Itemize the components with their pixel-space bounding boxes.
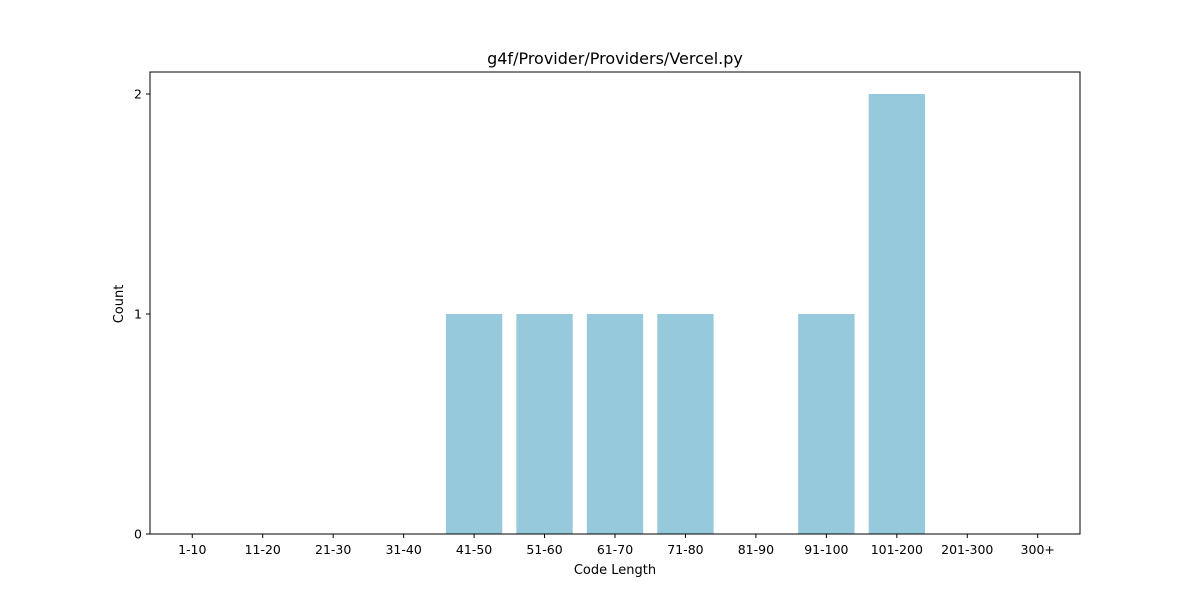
x-tick-label: 51-60 <box>526 542 562 557</box>
bar-71-80 <box>657 314 714 534</box>
bar-51-60 <box>516 314 573 534</box>
x-tick-label: 201-300 <box>941 542 993 557</box>
x-tick-label: 71-80 <box>667 542 703 557</box>
bar-41-50 <box>445 314 503 534</box>
x-axis-label: Code Length <box>574 563 656 578</box>
bar-91-100 <box>798 314 855 534</box>
x-tick-label: 1-10 <box>178 542 206 557</box>
x-tick-label: 31-40 <box>385 542 421 557</box>
y-tick-label: 2 <box>134 87 142 102</box>
x-tick-label: 21-30 <box>315 542 351 557</box>
bar-101-200 <box>868 94 925 534</box>
y-tick-label: 0 <box>134 527 142 542</box>
y-tick-label: 1 <box>134 307 142 322</box>
y-axis-ticks: 0 1 2 <box>134 87 150 542</box>
plot-area-frame <box>149 71 1081 535</box>
x-tick-label: 41-50 <box>456 542 492 557</box>
x-axis-ticks: 1-10 11-20 21-30 31-40 41-50 51-60 61-70 71-80 8… <box>178 534 1055 557</box>
x-tick-label: 101-200 <box>871 542 923 557</box>
y-axis-label: Count <box>112 285 127 324</box>
x-tick-label: 81-90 <box>738 542 774 557</box>
x-tick-label: 61-70 <box>597 542 633 557</box>
chart-title: g4f/Provider/Providers/Vercel.py <box>487 49 743 68</box>
x-tick-label: 11-20 <box>245 542 281 557</box>
x-tick-label: 300+ <box>1021 542 1055 557</box>
bars-layer <box>445 94 925 534</box>
x-tick-label: 91-100 <box>804 542 848 557</box>
bar-61-70 <box>586 314 644 534</box>
